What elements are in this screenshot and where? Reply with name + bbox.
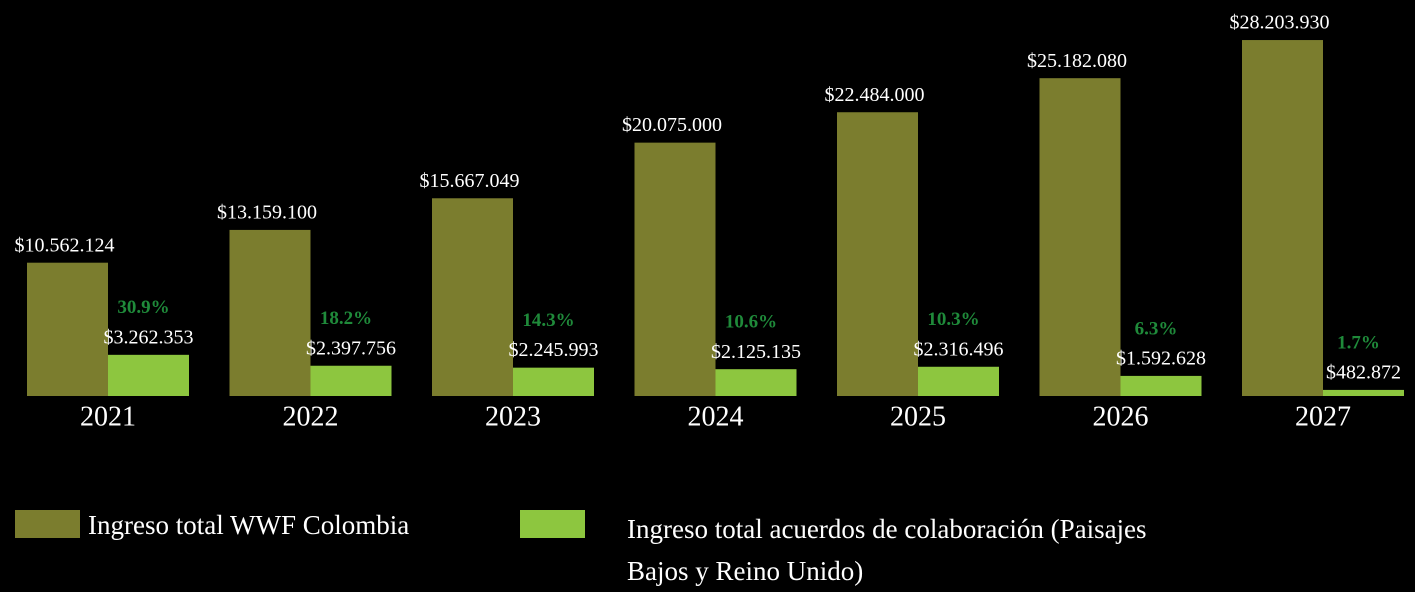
bar xyxy=(1242,40,1323,397)
value-label: $15.667.049 xyxy=(420,170,520,192)
percent-label: 10.6% xyxy=(725,312,777,333)
value-label: $2.125.135 xyxy=(711,341,801,363)
bar xyxy=(918,366,999,396)
x-tick-label: 2021 xyxy=(80,401,136,432)
bar xyxy=(108,354,189,396)
percent-label: 6.3% xyxy=(1135,318,1178,339)
legend-label: Ingreso total acuerdos de colaboración (… xyxy=(627,514,1147,586)
percent-label: 30.9% xyxy=(117,297,169,318)
value-label: $2.316.496 xyxy=(914,338,1004,360)
percent-label: 14.3% xyxy=(522,310,574,331)
value-label: $3.262.353 xyxy=(104,326,194,348)
bar xyxy=(1039,78,1121,396)
value-label: $28.203.930 xyxy=(1230,12,1330,34)
x-tick-label: 2027 xyxy=(1295,401,1351,432)
bar xyxy=(513,367,594,396)
value-label: $1.592.628 xyxy=(1116,347,1206,369)
bar xyxy=(229,229,311,396)
bar xyxy=(1323,389,1404,396)
value-label: $20.075.000 xyxy=(622,114,722,136)
x-tick-label: 2025 xyxy=(890,401,946,432)
x-tick-label: 2023 xyxy=(485,401,541,432)
percent-label: 1.7% xyxy=(1337,332,1380,353)
bar xyxy=(837,112,918,396)
legend-label: Ingreso total WWF Colombia xyxy=(88,510,410,540)
value-label: $13.159.100 xyxy=(217,202,317,224)
bar xyxy=(634,142,716,396)
value-label: $2.397.756 xyxy=(306,337,396,359)
x-tick-label: 2026 xyxy=(1093,401,1149,432)
value-label: $2.245.993 xyxy=(509,339,599,361)
value-label: $10.562.124 xyxy=(15,234,115,256)
percent-label: 18.2% xyxy=(320,308,372,329)
bar xyxy=(432,198,513,396)
legend-swatch xyxy=(15,510,80,538)
bar xyxy=(27,262,108,396)
bar xyxy=(1120,375,1202,396)
x-tick-label: 2022 xyxy=(283,401,339,432)
bar xyxy=(310,365,392,396)
bar xyxy=(715,369,797,396)
legend-swatch xyxy=(520,510,585,538)
value-label: $25.182.080 xyxy=(1027,50,1127,72)
percent-label: 10.3% xyxy=(927,309,979,330)
plot: $10.562.124 $3.262.353 30.9% 2021 $13.159.10… xyxy=(15,12,1404,432)
value-label: $22.484.000 xyxy=(825,84,925,106)
x-tick-label: 2024 xyxy=(688,401,744,432)
value-label: $482.872 xyxy=(1326,361,1401,383)
